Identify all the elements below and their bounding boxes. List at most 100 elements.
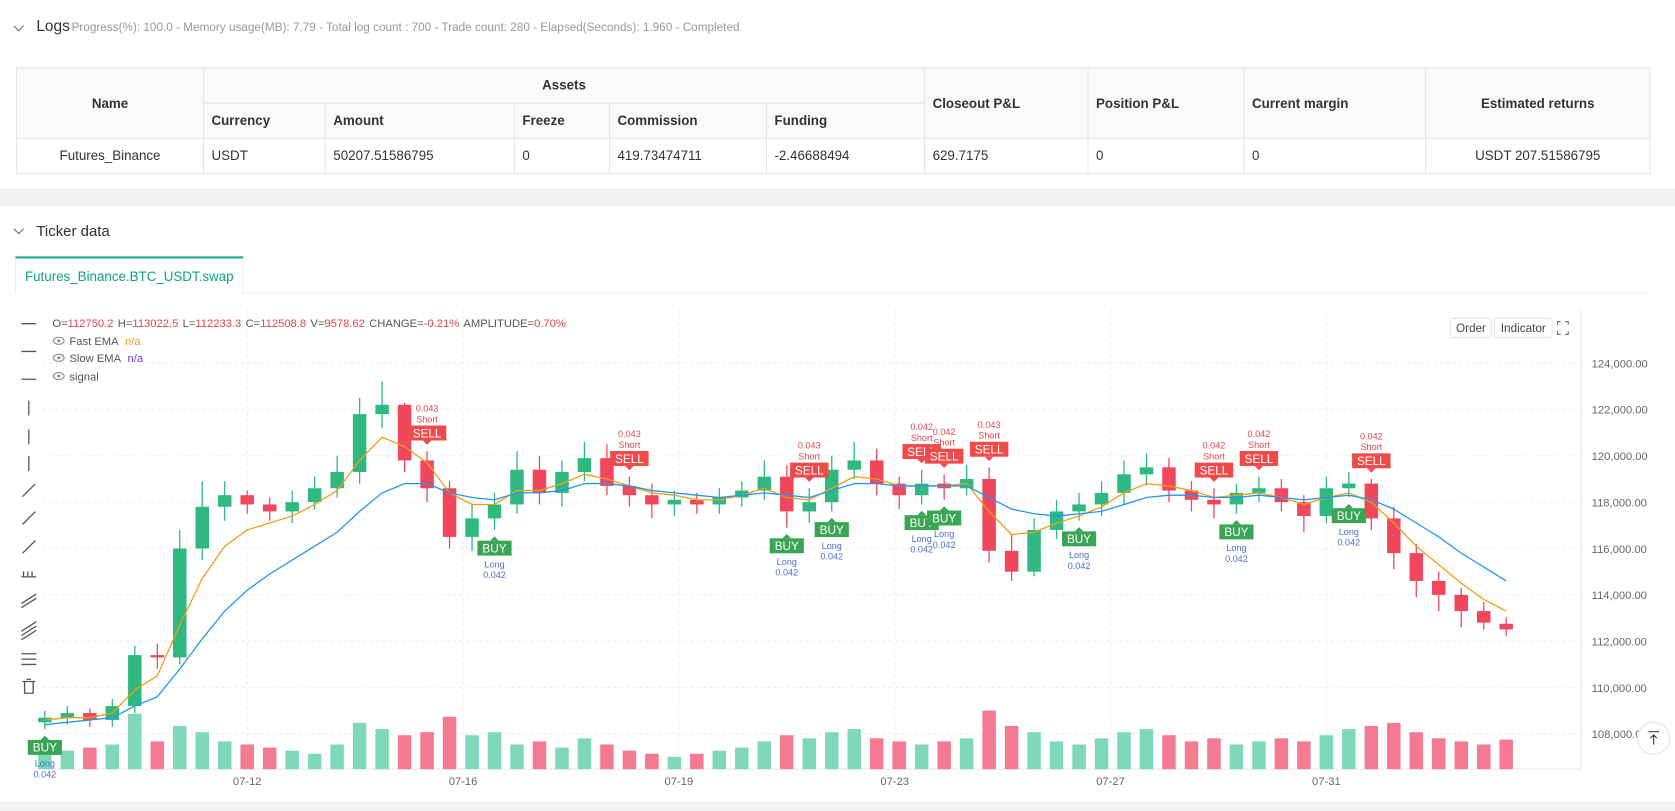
grid: 108,000.00 110,000.00 112,000.00 114,000.00… xyxy=(42,309,1648,788)
tool-icon[interactable] xyxy=(22,678,36,694)
volume-bar xyxy=(1094,738,1109,770)
volume-bar xyxy=(959,738,974,770)
signal-label: BUY xyxy=(482,542,506,555)
candle-body xyxy=(510,469,524,505)
candle-body xyxy=(622,485,637,496)
tool-icon[interactable] xyxy=(21,511,36,525)
volume-bar xyxy=(375,729,389,770)
th: Estimated returns xyxy=(1425,67,1651,139)
volume-bar xyxy=(577,738,592,770)
signal-qty: 0.042 xyxy=(820,551,843,561)
signal-box xyxy=(924,448,964,464)
volume-bar xyxy=(1072,744,1086,770)
candle-body xyxy=(83,713,97,721)
tool-icon[interactable] xyxy=(21,571,37,578)
toolbar xyxy=(21,323,37,694)
th: Position P&L xyxy=(1087,67,1245,139)
volume-bar xyxy=(1476,744,1491,770)
info-label: L= xyxy=(183,318,196,330)
legend-entry: Slow EMA n/a xyxy=(69,353,143,365)
info-label: AMPLITUDE= xyxy=(463,318,534,330)
tool-icon[interactable] xyxy=(21,653,37,666)
candle-body xyxy=(1162,467,1176,491)
candle-body xyxy=(375,404,389,415)
volume-bar xyxy=(420,732,434,770)
signal-side: Long xyxy=(822,541,842,551)
chart-button[interactable] xyxy=(1493,317,1553,339)
volume-bar xyxy=(465,735,479,770)
info-label: H= xyxy=(118,318,133,330)
signal-pointer xyxy=(1344,503,1354,509)
volume-bar xyxy=(1004,725,1019,770)
fullscreen-icon[interactable] xyxy=(1556,321,1569,335)
volume-bar xyxy=(262,747,277,770)
signal-pointer xyxy=(804,477,814,482)
candle-body xyxy=(1499,623,1513,630)
y-tick-label: 110,000.00 xyxy=(1592,683,1647,695)
tool-icon[interactable] xyxy=(21,540,36,554)
logs-panel: Logs Progress(%): 100.0 - Memory usage(M… xyxy=(0,0,1675,189)
candle-body xyxy=(487,504,502,519)
volume-bar xyxy=(1364,725,1379,770)
tab[interactable]: Futures_Binance.BTC_USDT.swap xyxy=(14,256,244,294)
candle-body xyxy=(645,495,659,505)
legend-name: Slow EMA xyxy=(69,353,121,365)
signal-box xyxy=(814,522,849,538)
td: USDT 207.51586795 xyxy=(1425,137,1651,175)
volume-bar xyxy=(1297,741,1311,770)
collapse-icon[interactable] xyxy=(13,20,24,32)
volume-bar xyxy=(1049,741,1064,770)
signal-label: SELL xyxy=(1245,453,1274,466)
collapse-icon[interactable] xyxy=(13,223,24,235)
signal-label: BUY xyxy=(820,524,844,537)
signal-side: Short xyxy=(1360,442,1382,452)
tab-bar: Futures_Binance.BTC_USDT.swap xyxy=(14,256,1648,294)
y-tick-label: 120,000.00 xyxy=(1592,451,1648,463)
chart-button[interactable] xyxy=(1450,317,1492,339)
signal-side: Long xyxy=(35,759,55,769)
tool-icon[interactable] xyxy=(21,593,37,609)
volume-bar xyxy=(1274,738,1289,770)
candle-body xyxy=(1432,580,1446,595)
eye-icon xyxy=(52,336,65,345)
candle-body xyxy=(667,499,682,505)
legend-name: Fast EMA xyxy=(69,336,119,348)
tool-icon[interactable] xyxy=(21,621,37,641)
candle-body xyxy=(1207,499,1221,505)
scroll-top-icon xyxy=(1648,731,1659,745)
signal-box xyxy=(1194,462,1234,478)
signal-side: Long xyxy=(1226,543,1246,553)
candle-body xyxy=(735,490,749,498)
signal-qty: 0.042 xyxy=(1068,561,1091,571)
candle-body xyxy=(914,483,929,496)
signal-box xyxy=(1239,451,1279,466)
x-tick-label: 07-31 xyxy=(1312,776,1341,788)
candle-body xyxy=(1342,483,1356,489)
candle-body xyxy=(195,506,209,549)
signal-box xyxy=(1061,531,1097,547)
volume-bar xyxy=(285,750,299,770)
volume-bar xyxy=(1139,729,1154,770)
candle-body xyxy=(802,502,817,512)
volume-bar xyxy=(555,747,569,770)
signal-qty: 0.042 xyxy=(483,570,506,580)
signal-pointer xyxy=(1254,465,1264,471)
volume-bar xyxy=(1409,732,1424,770)
volume-bar xyxy=(173,725,187,770)
eye-icon xyxy=(52,371,65,381)
y-tick-label: 108,000.00 xyxy=(1592,729,1648,741)
x-tick-label: 07-16 xyxy=(449,776,478,788)
signal-pointer xyxy=(1209,477,1219,482)
info-value: -0.21% xyxy=(424,318,460,330)
td: -2.46688494 xyxy=(765,137,926,175)
signal-pointer xyxy=(1074,527,1084,532)
candle-body xyxy=(352,414,367,473)
tool-icon[interactable] xyxy=(21,483,36,498)
